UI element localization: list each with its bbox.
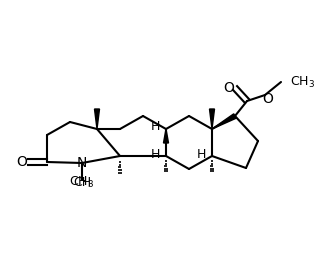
Text: O: O: [262, 92, 273, 106]
Polygon shape: [212, 114, 236, 129]
Text: CH: CH: [73, 176, 91, 188]
Text: O: O: [16, 155, 27, 169]
Text: H: H: [151, 148, 160, 161]
Polygon shape: [164, 129, 168, 143]
Text: CH$_3$: CH$_3$: [70, 175, 95, 190]
Text: O: O: [223, 81, 234, 95]
Polygon shape: [210, 109, 214, 129]
Text: CH$_3$: CH$_3$: [290, 74, 315, 89]
Text: N: N: [77, 156, 87, 170]
Text: H: H: [197, 148, 206, 161]
Text: H: H: [151, 120, 160, 134]
Polygon shape: [94, 109, 99, 129]
